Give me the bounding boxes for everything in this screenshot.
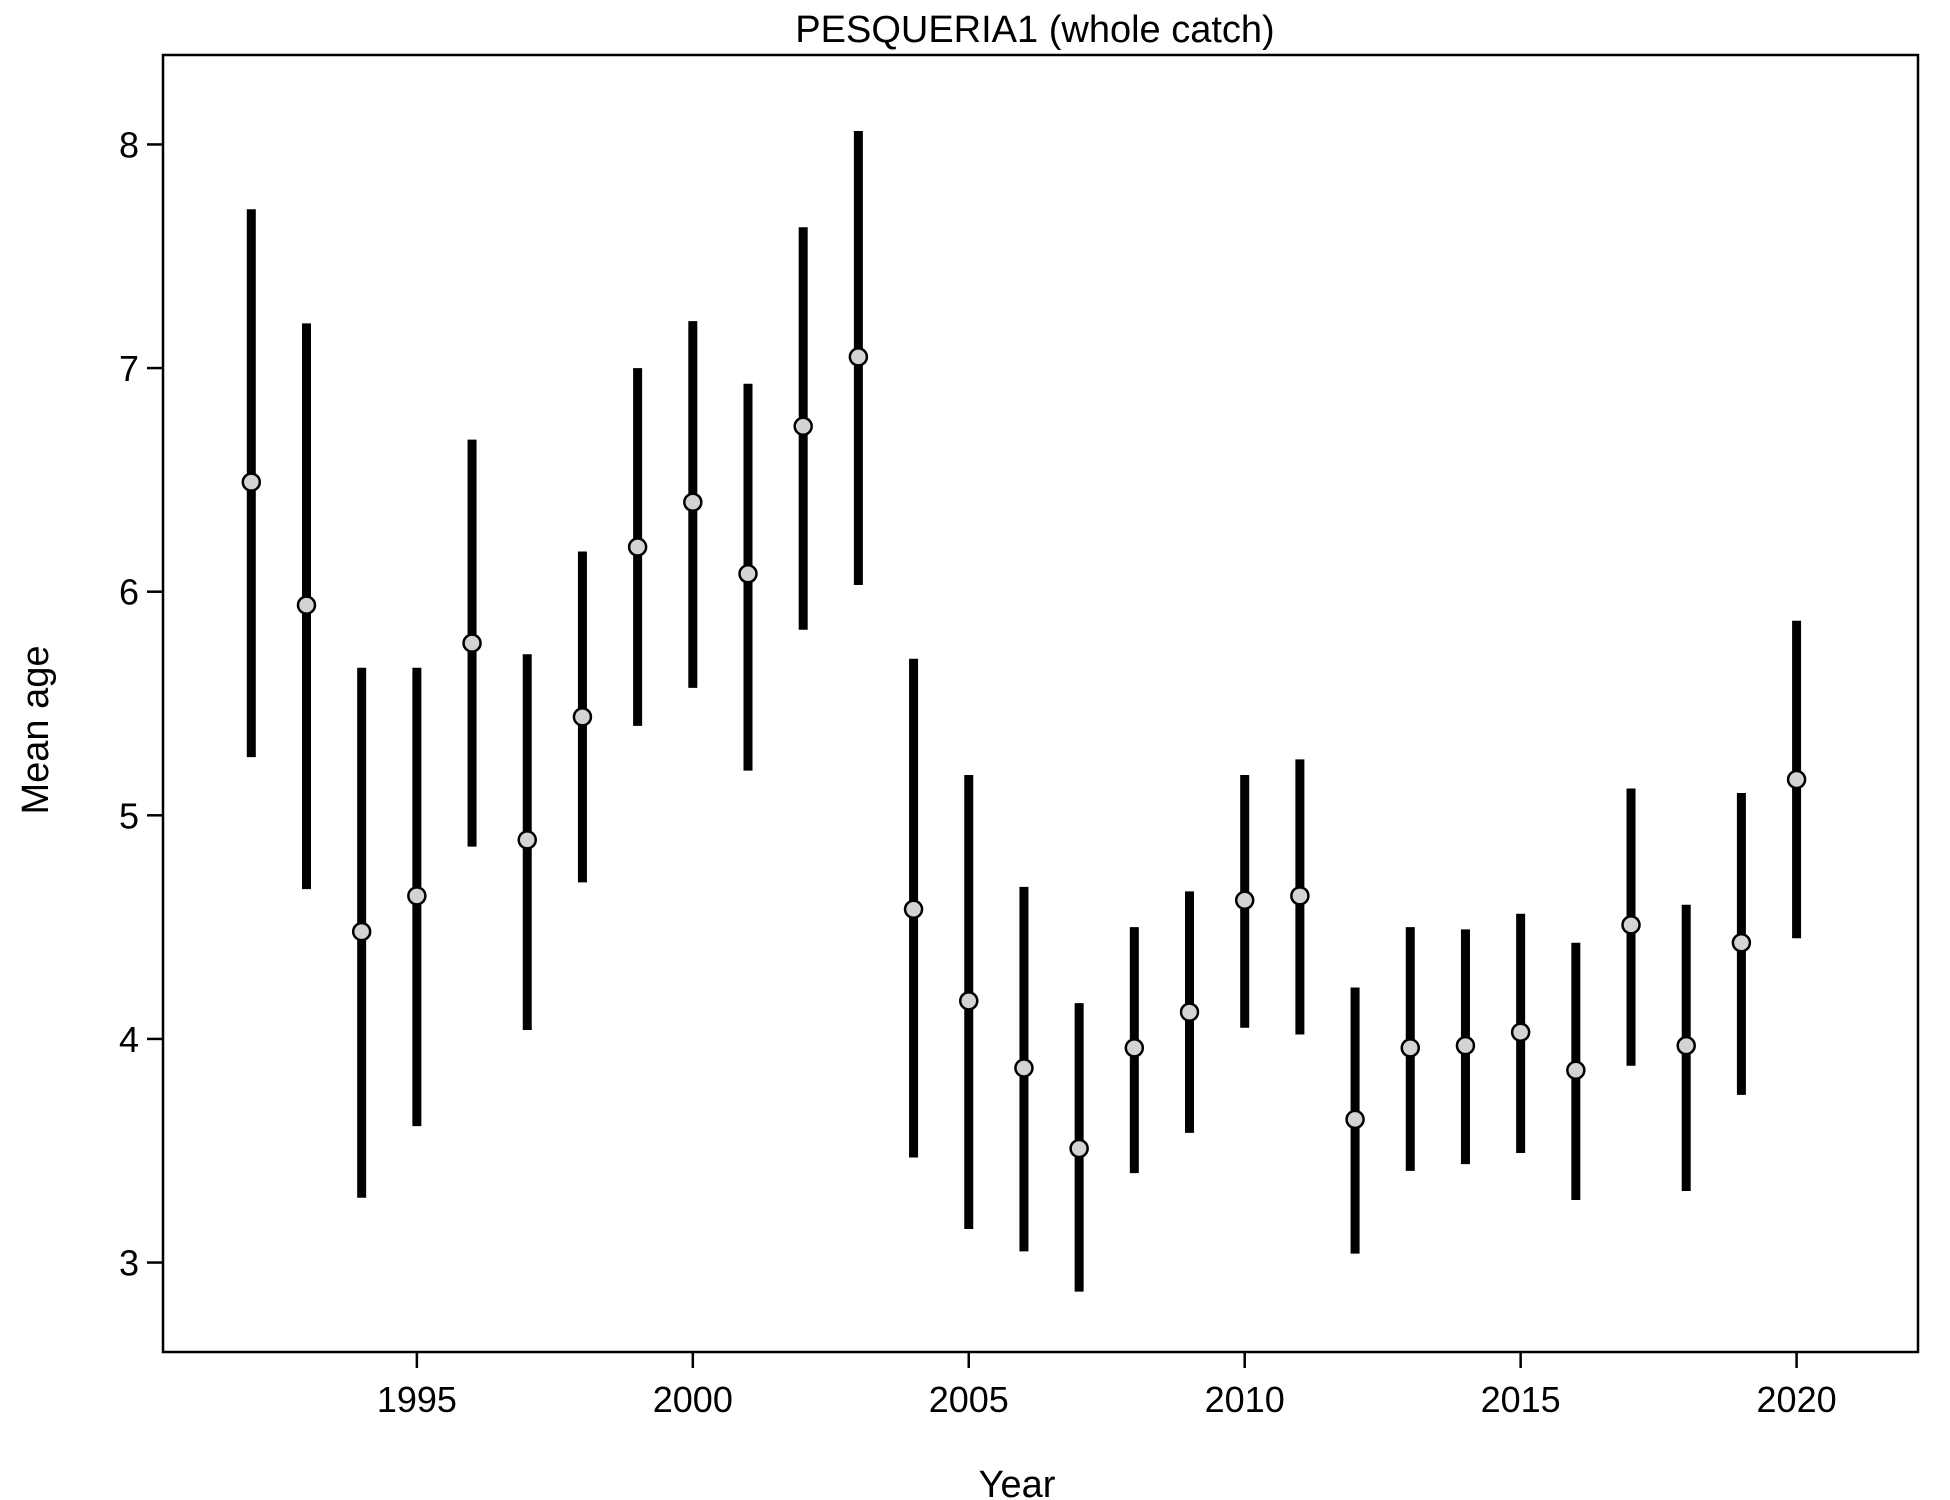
data-point-2006	[1014, 1058, 1034, 1078]
chart-title: PESQUERIA1 (whole catch)	[795, 9, 1274, 51]
data-point-2004	[903, 899, 924, 919]
data-point-2011	[1290, 886, 1310, 906]
data-point-2001	[738, 564, 758, 584]
x-tick-label: 1995	[377, 1379, 457, 1420]
data-point-2013	[1400, 1038, 1421, 1058]
data-point-1994	[351, 921, 372, 942]
data-point-2018	[1676, 1035, 1696, 1056]
y-tick-label: 3	[119, 1243, 139, 1284]
data-point-1992	[241, 472, 262, 492]
data-point-2002	[793, 416, 813, 436]
data-point-1995	[407, 886, 427, 906]
x-tick-label: 2010	[1205, 1379, 1285, 1420]
x-tick-label: 2000	[653, 1379, 733, 1420]
data-point-1999	[627, 537, 648, 557]
data-point-2014	[1455, 1035, 1476, 1056]
data-point-2009	[1179, 1002, 1200, 1022]
y-tick-label: 5	[119, 795, 139, 836]
data-point-2010	[1234, 890, 1255, 911]
data-point-2012	[1345, 1109, 1365, 1130]
x-axis: 1995 2000 2005 2010 2015 2020	[377, 1352, 1837, 1420]
data-point-2017	[1621, 915, 1641, 935]
x-axis-label: Year	[979, 1464, 1056, 1500]
data-points	[241, 347, 1807, 1159]
data-point-1998	[572, 707, 593, 727]
data-point-2019	[1731, 933, 1752, 953]
plot-frame	[161, 53, 1920, 1354]
data-point-2008	[1124, 1038, 1145, 1058]
data-point-2020	[1786, 769, 1807, 790]
y-tick-label: 4	[119, 1019, 139, 1060]
data-point-2016	[1566, 1060, 1586, 1080]
y-tick-label: 8	[119, 124, 139, 165]
y-axis-label: Mean age	[15, 645, 57, 814]
y-tick-label: 7	[119, 348, 139, 389]
data-point-1997	[517, 830, 537, 850]
data-point-2000	[683, 492, 703, 512]
data-point-2005	[959, 991, 979, 1011]
x-tick-label: 2020	[1757, 1379, 1837, 1420]
y-axis: 3 4 5 6 7 8	[119, 124, 163, 1284]
data-point-2015	[1510, 1022, 1531, 1042]
data-point-2007	[1069, 1138, 1089, 1159]
error-bars	[246, 131, 1802, 1292]
x-tick-label: 2005	[929, 1379, 1009, 1420]
data-point-1996	[462, 633, 482, 653]
data-point-1993	[296, 595, 317, 615]
x-tick-label: 2015	[1481, 1379, 1561, 1420]
y-tick-label: 6	[119, 572, 139, 613]
data-point-2003	[848, 347, 869, 367]
